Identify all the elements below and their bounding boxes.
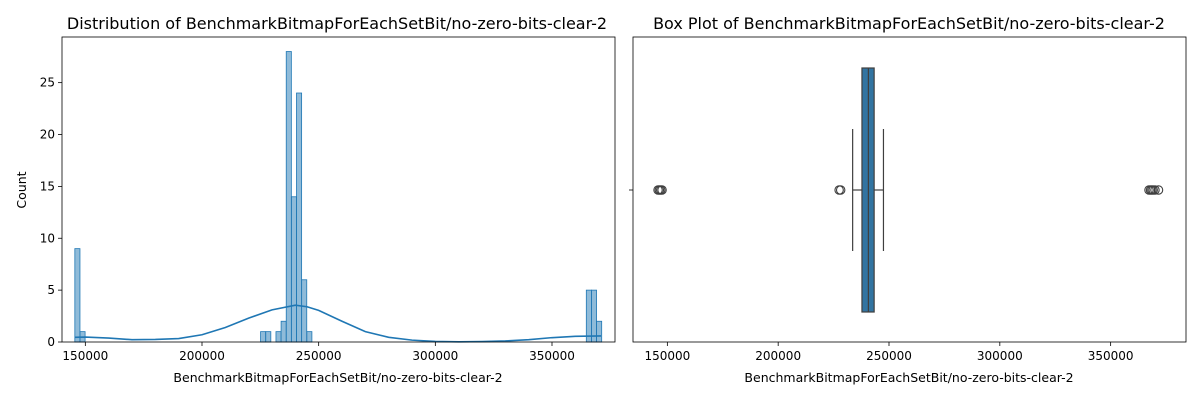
- outlier-point-10: [1150, 185, 1160, 195]
- boxplot-x-tick-label-0: 150000: [644, 349, 690, 363]
- histogram-bar-4: [275, 331, 282, 343]
- boxplot-x-label: BenchmarkBitmapForEachSetBit/no-zero-bit…: [744, 370, 1073, 385]
- histogram-y-label: Count: [14, 171, 29, 208]
- histogram-title: Distribution of BenchmarkBitmapForEachSe…: [67, 14, 607, 33]
- histogram-bar-9: [301, 279, 308, 343]
- boxplot-x-tick-label-1: 200000: [755, 349, 801, 363]
- outlier-point-3: [657, 185, 667, 195]
- histogram-y-tick-label-3: 15: [40, 179, 55, 193]
- histogram-y-tick-label-4: 20: [40, 128, 55, 142]
- outlier-point-5: [835, 185, 846, 195]
- boxplot-x-tick-label-3: 300000: [977, 349, 1023, 363]
- histogram-bars: [74, 51, 603, 343]
- histogram-panel: Distribution of BenchmarkBitmapForEachSe…: [14, 14, 616, 385]
- histogram-bar-13: [596, 320, 603, 343]
- boxplot-marks: [653, 67, 1164, 313]
- boxplot-x-tick-label-4: 350000: [1088, 349, 1134, 363]
- histogram-bar-10: [306, 331, 313, 343]
- histogram-x-tick-label-2: 250000: [296, 349, 342, 363]
- histogram-y-tick-label-5: 25: [40, 76, 55, 90]
- boxplot-title: Box Plot of BenchmarkBitmapForEachSetBit…: [653, 14, 1165, 33]
- boxplot-x-ticks: 150000 200000 250000 300000 350000: [644, 342, 1134, 363]
- histogram-x-ticks: 150000 200000 250000 300000 350000: [62, 342, 575, 363]
- histogram-x-tick-label-4: 350000: [529, 349, 575, 363]
- histogram-bar-6: [285, 51, 292, 343]
- histogram-bar-2: [260, 331, 267, 343]
- histogram-axes-frame: [61, 36, 616, 343]
- histogram-x-tick-label-1: 200000: [179, 349, 225, 363]
- histogram-y-tick-label-1: 5: [47, 283, 55, 297]
- histogram-y-tick-label-2: 10: [40, 231, 55, 245]
- kde-curve: [74, 304, 602, 343]
- histogram-x-tick-label-3: 300000: [412, 349, 458, 363]
- histogram-y-tick-label-0: 0: [47, 335, 55, 349]
- histogram-bar-7: [290, 196, 297, 343]
- histogram-bar-0: [74, 248, 81, 343]
- histogram-x-label: BenchmarkBitmapForEachSetBit/no-zero-bit…: [173, 370, 502, 385]
- histogram-x-tick-label-0: 150000: [62, 349, 108, 363]
- histogram-y-ticks: 0 5 10 15 20 25: [40, 76, 62, 349]
- boxplot-panel: Box Plot of BenchmarkBitmapForEachSetBit…: [629, 14, 1187, 385]
- histogram-bar-5: [280, 320, 287, 343]
- outlier-point-11: [1153, 185, 1164, 195]
- histogram-bar-11: [585, 289, 592, 343]
- boxplot-axes-frame: [632, 36, 1187, 343]
- boxplot-x-tick-label-2: 250000: [866, 349, 912, 363]
- histogram-bar-3: [265, 331, 272, 343]
- histogram-bar-12: [591, 289, 597, 343]
